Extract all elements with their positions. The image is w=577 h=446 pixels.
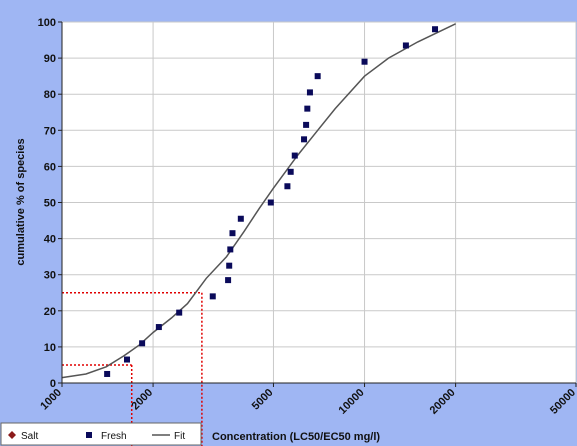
legend-fit-label: Fit <box>174 431 185 442</box>
data-point-fresh <box>176 309 183 316</box>
data-point-fresh <box>303 121 310 128</box>
y-tick-label: 80 <box>44 89 56 101</box>
y-tick-label: 50 <box>44 198 56 210</box>
y-tick-label: 90 <box>44 53 56 65</box>
data-point-fresh <box>123 356 130 363</box>
data-point-fresh <box>287 168 294 175</box>
reference-lines <box>62 292 203 446</box>
legend-fresh-label: Fresh <box>101 431 127 442</box>
data-point-fresh <box>432 26 439 33</box>
legend-salt-marker <box>8 431 16 439</box>
y-tick-label: 20 <box>44 306 56 318</box>
legend-fresh-marker <box>86 432 92 438</box>
y-tick-label: 40 <box>44 234 56 246</box>
data-point-fresh <box>155 324 162 331</box>
data-point-fresh <box>361 58 368 65</box>
data-point-fresh <box>284 183 291 190</box>
y-axis-ticks: 0 10 20 30 40 50 60 70 80 90 100 <box>38 17 62 390</box>
y-tick-label: 60 <box>44 161 56 173</box>
fit-line-path <box>61 23 456 379</box>
y-tick-label: 30 <box>44 270 56 282</box>
data-point-fresh <box>267 199 274 206</box>
data-points <box>104 26 439 377</box>
y-tick-label: 0 <box>50 378 56 390</box>
data-point-fresh <box>226 262 233 269</box>
legend-box <box>0 422 202 446</box>
data-point-fresh <box>139 340 146 347</box>
data-point-fresh <box>209 293 216 300</box>
legend-salt-label: Salt <box>21 431 38 442</box>
fit-curve <box>61 23 456 379</box>
y-tick-label: 100 <box>38 17 56 29</box>
data-point-fresh <box>227 246 234 253</box>
data-point-fresh <box>306 89 313 96</box>
data-point-fresh <box>314 73 321 80</box>
legend: Salt Fresh Fit <box>0 422 202 446</box>
y-axis-title: cumulative % of species <box>15 138 27 265</box>
x-axis-title: Concentration (LC50/EC50 mg/l) <box>212 431 380 443</box>
data-point-fresh <box>291 152 298 159</box>
data-point-fresh <box>104 370 111 377</box>
data-point-fresh <box>402 42 409 49</box>
y-tick-label: 70 <box>44 125 56 137</box>
data-point-fresh <box>225 277 232 284</box>
data-point-fresh <box>304 105 311 112</box>
data-point-fresh <box>237 215 244 222</box>
data-point-fresh <box>229 230 236 237</box>
y-tick-label: 10 <box>44 342 56 354</box>
data-point-fresh <box>301 136 308 143</box>
